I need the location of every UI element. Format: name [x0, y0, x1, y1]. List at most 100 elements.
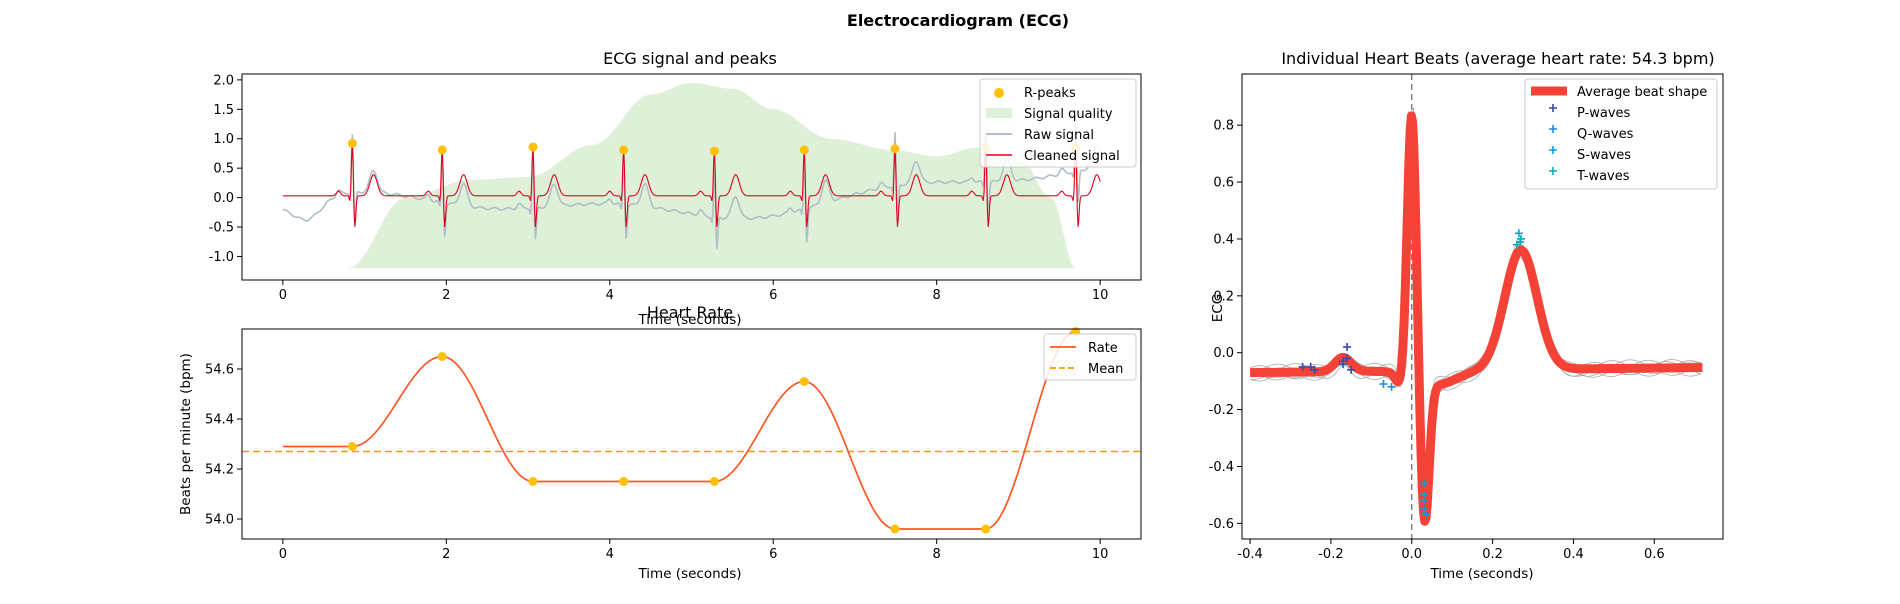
q-wave-marker	[1387, 382, 1396, 391]
heart-rate-legend: Rate Mean	[1043, 333, 1137, 381]
legend-rpeaks-swatch	[994, 88, 1004, 98]
legend-twave: T-waves	[1576, 169, 1630, 184]
rate-point	[619, 477, 629, 486]
x-tick-label: 0	[279, 547, 287, 562]
ecg-signal-panel: ECG signal and peaks 0 2 4 6 8 10 -1.0 -0.5 0.0…	[209, 49, 1142, 328]
y-tick-label: 54.2	[205, 463, 234, 478]
ecg-signal-y-ticks: -1.0 -0.5 0.0 0.5 1.0 1.5 2.0	[209, 73, 242, 265]
average-beat-shape	[1246, 111, 1706, 526]
r-peak-point	[437, 145, 447, 155]
legend-quality: Signal quality	[1024, 107, 1113, 122]
y-tick-label: 0.8	[1213, 119, 1234, 134]
x-tick-label: 0.6	[1644, 547, 1665, 562]
x-tick-label: 2	[442, 288, 450, 303]
y-tick-label: -0.6	[1209, 517, 1234, 532]
raw-signal-line	[282, 116, 1101, 249]
ecg-signal-title: ECG signal and peaks	[603, 49, 777, 68]
r-peak-point	[709, 146, 719, 156]
cleaned-signal-line	[282, 140, 1101, 228]
heart-beats-x-ticks: -0.4 -0.2 0.0 0.2 0.4 0.6	[1237, 539, 1665, 562]
heart-beats-y-ticks: -0.6 -0.4 -0.2 0.0 0.2 0.4 0.6 0.8	[1209, 119, 1242, 532]
t-wave-marker	[1514, 229, 1523, 238]
r-peak-point	[347, 138, 357, 148]
legend-rate: Rate	[1088, 341, 1118, 356]
y-tick-label: -0.2	[1209, 403, 1234, 418]
x-tick-label: -0.2	[1318, 547, 1343, 562]
s-wave-marker	[1421, 510, 1430, 519]
legend-avg: Average beat shape	[1577, 85, 1707, 100]
rate-line	[282, 330, 1076, 530]
ecg-signal-lines	[282, 116, 1101, 249]
y-tick-label: 1.0	[213, 132, 234, 147]
legend-qwave-swatch	[1549, 125, 1557, 133]
heart-rate-x-ticks: 0 2 4 6 8 10	[279, 539, 1109, 562]
y-tick-label: 54.4	[205, 413, 234, 428]
y-tick-label: 2.0	[213, 73, 234, 88]
heart-beats-xlabel: Time (seconds)	[1429, 566, 1533, 582]
legend-raw: Raw signal	[1024, 128, 1094, 143]
heart-beats-legend: Average beat shape P-waves Q-waves S-wav…	[1524, 78, 1718, 190]
y-tick-label: -1.0	[209, 250, 234, 265]
p-wave-marker	[1306, 362, 1315, 371]
y-tick-label: -0.4	[1209, 460, 1234, 475]
wave-markers	[1298, 229, 1525, 519]
y-tick-label: 0.0	[213, 191, 234, 206]
y-tick-label: 54.0	[205, 513, 234, 528]
legend-rpeaks: R-peaks	[1024, 86, 1076, 101]
r-peak-point	[890, 144, 900, 154]
x-tick-label: 8	[933, 288, 941, 303]
s-wave-marker	[1419, 479, 1428, 488]
y-tick-label: 0.0	[1213, 346, 1234, 361]
figure-title: Electrocardiogram (ECG)	[847, 11, 1069, 30]
p-wave-marker	[1298, 362, 1307, 371]
legend-swave-swatch	[1549, 146, 1557, 154]
t-wave-marker	[1516, 237, 1525, 246]
legend-qwave: Q-waves	[1577, 127, 1634, 142]
x-tick-label: -0.4	[1237, 547, 1262, 562]
legend-mean: Mean	[1088, 362, 1123, 377]
heart-rate-frame	[241, 328, 1142, 540]
heart-rate-panel: Heart Rate 0 2 4 6 8 10 54.0 54.2 54.4 54.6 Time…	[178, 303, 1142, 582]
x-tick-label: 6	[769, 547, 777, 562]
p-wave-marker	[1310, 365, 1319, 374]
p-wave-marker	[1343, 343, 1352, 352]
rate-point	[890, 524, 900, 534]
legend-pwave-swatch	[1549, 104, 1557, 112]
ecg-signal-frame	[241, 73, 1142, 281]
x-tick-label: 0.2	[1482, 547, 1503, 562]
y-tick-label: 0.6	[1213, 176, 1234, 191]
heart-beats-ylabel: ECG	[1210, 294, 1226, 322]
x-tick-label: 0.0	[1401, 547, 1422, 562]
p-wave-marker	[1347, 365, 1356, 374]
rate-point	[709, 477, 719, 486]
x-tick-label: 10	[1092, 547, 1109, 562]
s-wave-marker	[1419, 490, 1428, 499]
heart-beats-legend-box	[1524, 78, 1718, 190]
heart-rate-y-ticks: 54.0 54.2 54.4 54.6	[205, 363, 242, 528]
rate-point	[981, 524, 991, 534]
ecg-signal-legend: R-peaks Signal quality Raw signal Cleane…	[979, 78, 1137, 168]
ecg-signal-x-ticks: 0 2 4 6 8 10	[279, 280, 1109, 303]
rate-curve	[282, 330, 1076, 530]
r-peak-point	[619, 145, 629, 155]
x-tick-label: 4	[606, 288, 614, 303]
heart-beats-panel: Individual Heart Beats (average heart ra…	[1209, 49, 1724, 582]
legend-twave-swatch	[1549, 167, 1557, 175]
rate-point	[437, 352, 447, 361]
signal-quality-area	[348, 82, 1076, 269]
y-tick-label: 0.2	[1213, 289, 1234, 304]
x-tick-label: 10	[1092, 288, 1109, 303]
y-tick-label: -0.5	[209, 221, 234, 236]
rate-point	[347, 442, 357, 451]
heart-rate-legend-box	[1043, 333, 1137, 381]
p-wave-marker	[1343, 354, 1352, 363]
rate-point	[799, 377, 809, 386]
x-tick-label: 2	[442, 547, 450, 562]
x-tick-label: 8	[933, 547, 941, 562]
x-tick-label: 6	[769, 288, 777, 303]
p-wave-marker	[1339, 357, 1348, 366]
signal-quality-fill	[348, 82, 1076, 269]
legend-pwave: P-waves	[1577, 106, 1631, 121]
